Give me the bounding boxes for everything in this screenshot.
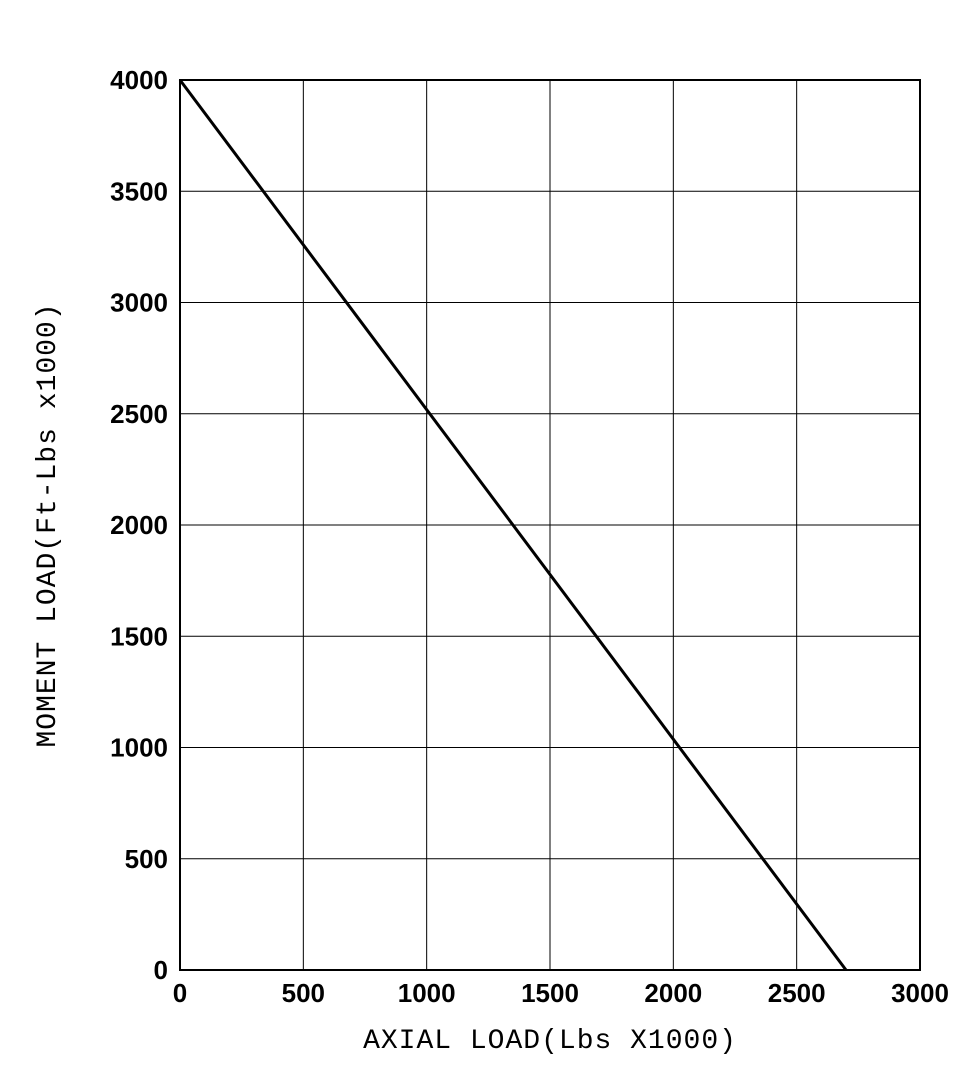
chart-svg: 0 500 1000 1500 2000 2500 3000 0 500 1000 1500 2000… [0,0,963,1088]
x-tick-label: 2500 [768,978,826,1008]
y-tick-label: 0 [154,955,168,985]
y-tick-label: 2500 [110,399,168,429]
x-tick-label: 0 [173,978,187,1008]
x-tick-label: 1500 [521,978,579,1008]
x-tick-label: 2000 [644,978,702,1008]
y-tick-label: 1000 [110,733,168,763]
x-axis-label: AXIAL LOAD(Lbs X1000) [363,1026,737,1057]
y-tick-label: 1500 [110,621,168,651]
load-chart: 0 500 1000 1500 2000 2500 3000 0 500 1000 1500 2000… [0,0,963,1088]
x-tick-label: 1000 [398,978,456,1008]
y-tick-label: 2000 [110,510,168,540]
y-axis-label: MOMENT LOAD(Ft-Lbs x1000) [33,302,64,747]
y-tick-label: 3000 [110,288,168,318]
x-tick-label: 3000 [891,978,949,1008]
y-tick-label: 4000 [110,65,168,95]
y-tick-label: 3500 [110,176,168,206]
y-tick-label: 500 [125,844,168,874]
x-tick-label: 500 [282,978,325,1008]
